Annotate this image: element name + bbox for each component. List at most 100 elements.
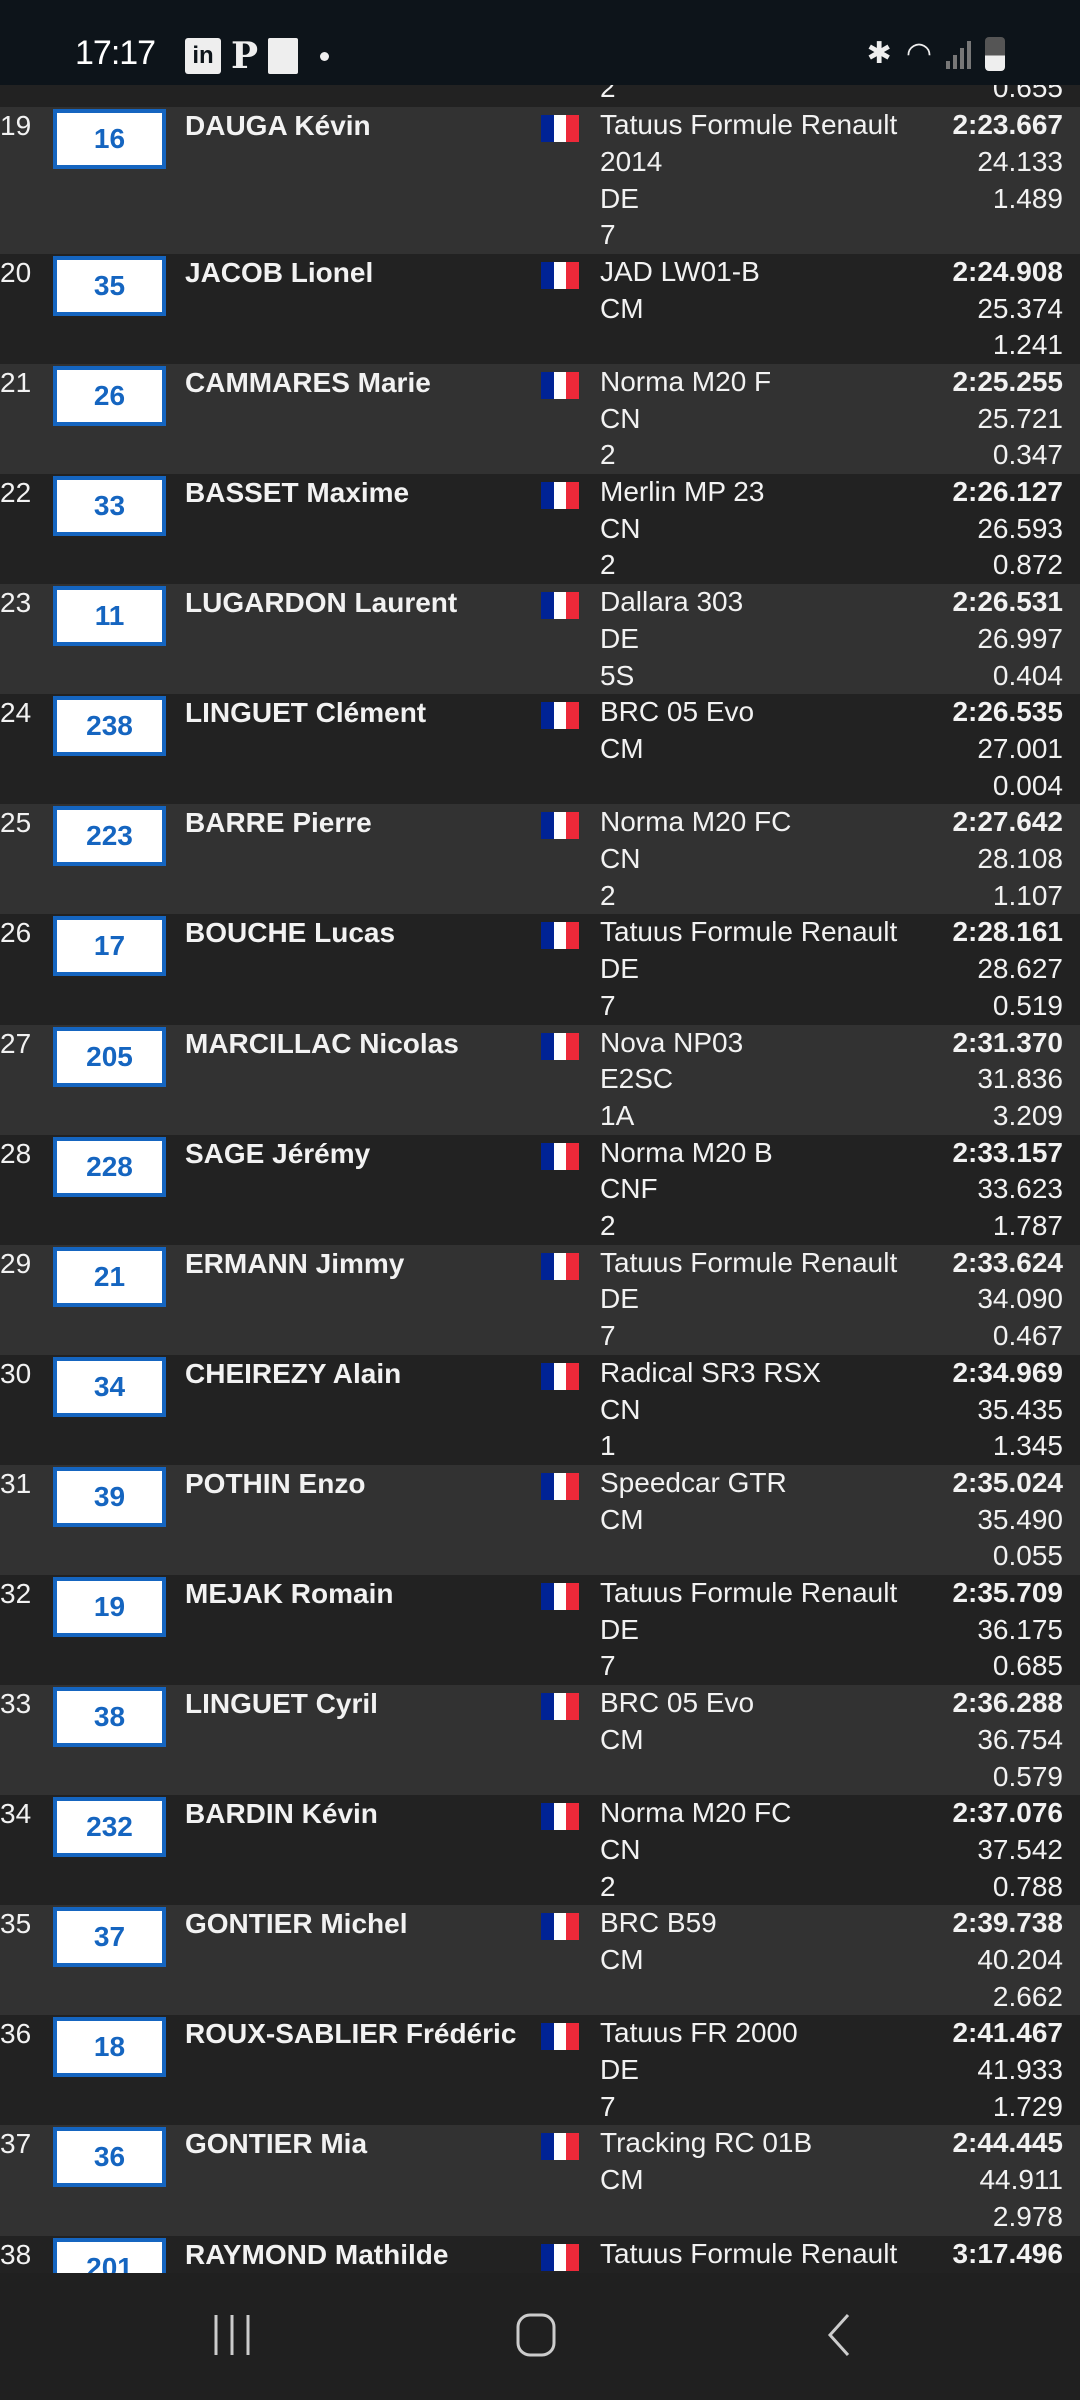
gap-to-leader: 24.133 (977, 145, 1063, 177)
position: 26 (0, 917, 32, 949)
table-row[interactable]: 36 18 ROUX-SABLIER Frédéric Tatuus FR 2000 D… (0, 2015, 1080, 2126)
best-time: 2:26.127 (952, 476, 1063, 508)
gap-to-previous: 1.345 (992, 1430, 1063, 1462)
driver-name: GONTIER Mia (185, 2128, 368, 2160)
info-line: CM (600, 732, 644, 764)
bluetooth-icon: ✱ (866, 37, 892, 70)
driver-name: RAYMOND Mathilde (185, 2238, 449, 2270)
driver-name: MEJAK Romain (185, 1578, 394, 1610)
lap-times: 2:35.709 36.175 0.685 (952, 1575, 1063, 1685)
gap-to-previous: 0.519 (992, 989, 1063, 1021)
position: 23 (0, 587, 32, 619)
table-row[interactable]: 25 223 BARRE Pierre Norma M20 FC CN 2 2:27.642… (0, 804, 1080, 915)
gap-to-leader: 25.721 (977, 402, 1063, 434)
gap-to-previous: 2.978 (992, 2200, 1063, 2232)
position: 36 (0, 2018, 32, 2050)
info-line: 2 (600, 879, 616, 911)
home-button[interactable] (515, 2313, 557, 2357)
back-button[interactable] (826, 2313, 852, 2357)
info-line: BRC B59 (600, 1907, 717, 1939)
best-time: 2:26.531 (952, 586, 1063, 618)
info-line: BRC 05 Evo (600, 1687, 755, 1719)
best-time: 2:33.157 (952, 1136, 1063, 1168)
info-line: 7 (600, 219, 616, 251)
driver-name: BOUCHE Lucas (185, 917, 396, 949)
table-row[interactable]: 23 11 LUGARDON Laurent Dallara 303 DE 5S 2:26.… (0, 584, 1080, 695)
info-line: Norma M20 FC (600, 1797, 792, 1829)
gap-to-leader: 36.754 (977, 1723, 1063, 1755)
france-flag-icon (541, 1142, 580, 1170)
driver-name: CAMMARES Marie (185, 366, 431, 398)
table-row[interactable]: 38 201 RAYMOND Mathilde Tatuus Formule Rena… (0, 2235, 1080, 2273)
lap-times: 2:37.076 37.542 0.788 (952, 1795, 1063, 1905)
info-line: 2014 (600, 145, 663, 177)
gap-to-previous: 0.404 (992, 659, 1063, 691)
france-flag-icon (541, 261, 580, 289)
info-line: JAD LW01-B (600, 255, 760, 287)
car-number-badge: 238 (53, 696, 166, 757)
results-list[interactable]: 2 0.655 19 16 DAUGA Kévin Tatuus Formule Ren… (0, 85, 1080, 2273)
info-line: Norma M20 FC (600, 806, 792, 838)
best-time: 2:27.642 (952, 806, 1063, 838)
best-time: 2:23.667 (952, 109, 1063, 141)
table-row[interactable]: 19 16 DAUGA Kévin Tatuus Formule Renault 201… (0, 107, 1080, 254)
car-info: Dallara 303 DE 5S (600, 584, 743, 694)
gap-to-previous: 0.004 (992, 769, 1063, 801)
france-flag-icon (541, 1252, 580, 1280)
row-times: 0.655 (993, 85, 1063, 107)
lap-times: 3:17.496 (952, 2236, 1063, 2273)
driver-name: SAGE Jérémy (185, 1137, 371, 1169)
lap-times: 2:26.535 27.001 0.004 (952, 694, 1063, 804)
car-number-badge: 228 (53, 1136, 166, 1197)
info-line: CM (600, 1944, 644, 1975)
table-row[interactable]: 22 33 BASSET Maxime Merlin MP 23 CN 2 2:26.127… (0, 474, 1080, 585)
table-row[interactable]: 34 232 BARDIN Kévin Norma M20 FC CN 2 2:37.076… (0, 1795, 1080, 1906)
car-number-badge: 232 (53, 1797, 166, 1858)
gap-to-previous: 1.489 (992, 182, 1063, 214)
gap-to-previous: 0.872 (992, 549, 1063, 581)
lap-times: 2:25.255 25.721 0.347 (952, 364, 1063, 474)
table-row[interactable]: 20 35 JACOB Lionel JAD LW01-B CM 2:24.908 25.3… (0, 253, 1080, 364)
driver-name: LINGUET Cyril (185, 1688, 378, 1720)
car-info: Nova NP03 E2SC 1A (600, 1025, 743, 1135)
france-flag-icon (541, 1583, 580, 1611)
table-row[interactable]: 28 228 SAGE Jérémy Norma M20 B CNF 2 2:33.157 3… (0, 1134, 1080, 1245)
info-line: Tatuus Formule Renault (600, 1246, 898, 1278)
car-number-badge: 37 (53, 1907, 166, 1968)
car-number-badge: 36 (53, 2127, 166, 2188)
table-row[interactable]: 30 34 CHEIREZY Alain Radical SR3 RSX CN 1 2:34… (0, 1354, 1080, 1465)
table-row[interactable]: 27 205 MARCILLAC Nicolas Nova NP03 E2SC 1A 2:3… (0, 1024, 1080, 1135)
table-row[interactable]: 37 36 GONTIER Mia Tracking RC 01B CM 2:44.445… (0, 2125, 1080, 2236)
lap-times: 2:27.642 28.108 1.107 (952, 804, 1063, 914)
position: 37 (0, 2128, 32, 2160)
driver-name: ERMANN Jimmy (185, 1247, 405, 1279)
table-row[interactable]: 33 38 LINGUET Cyril BRC 05 Evo CM 2:36.288 36.… (0, 1685, 1080, 1796)
table-row[interactable]: 35 37 GONTIER Michel BRC B59 CM 2:39.738 40.20… (0, 1905, 1080, 2016)
gap-to-leader: 34.090 (977, 1283, 1063, 1315)
gap-to-previous: 3.209 (992, 1099, 1063, 1131)
france-flag-icon (541, 1693, 580, 1721)
table-row[interactable]: 31 39 POTHIN Enzo Speedcar GTR CM 2:35.024 35.… (0, 1464, 1080, 1576)
table-row[interactable]: 24 238 LINGUET Clément BRC 05 Evo CM 2:26.535… (0, 694, 1080, 805)
france-flag-icon (541, 2023, 580, 2051)
table-row[interactable]: 26 17 BOUCHE Lucas Tatuus Formule Renault DE… (0, 914, 1080, 1025)
time-line: 0.655 (992, 85, 1063, 104)
car-number-badge: 39 (53, 1466, 166, 1527)
driver-name: ROUX-SABLIER Frédéric (185, 2018, 517, 2050)
gap-to-previous: 1.241 (992, 329, 1063, 361)
signal-icon (946, 39, 971, 69)
car-info: Tatuus Formule Renault 2014 DE 7 (600, 107, 897, 254)
info-line: Norma M20 F (600, 365, 772, 397)
gap-to-previous: 0.467 (992, 1320, 1063, 1352)
car-info: Norma M20 F CN 2 (600, 364, 771, 474)
best-time: 2:41.467 (952, 2017, 1063, 2049)
car-number-badge: 19 (53, 1577, 166, 1638)
gap-to-leader: 35.435 (977, 1393, 1063, 1425)
best-time: 3:17.496 (952, 2237, 1063, 2269)
recent-apps-button[interactable] (212, 2313, 252, 2357)
table-row[interactable]: 32 19 MEJAK Romain Tatuus Formule Renault DE… (0, 1575, 1080, 1686)
table-row[interactable]: 21 26 CAMMARES Marie Norma M20 F CN 2 2:25.255… (0, 363, 1080, 475)
table-row[interactable]: 29 21 ERMANN Jimmy Tatuus Formule Renault DE… (0, 1244, 1080, 1355)
car-info: Tatuus Formule Renault DE 7 (600, 1245, 897, 1355)
france-flag-icon (541, 1362, 580, 1390)
